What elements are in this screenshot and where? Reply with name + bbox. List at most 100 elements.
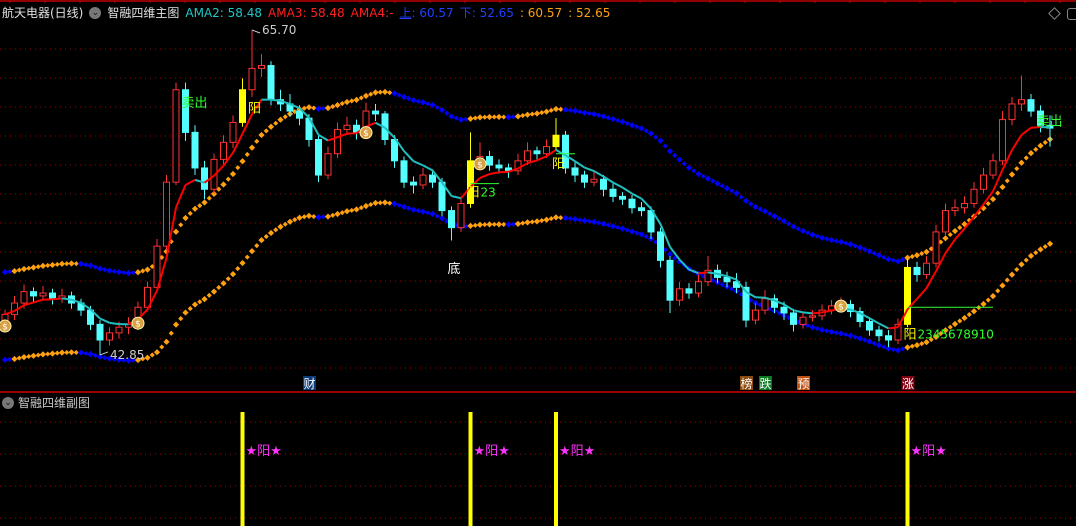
ama3-label: AMA3: <box>268 5 307 20</box>
candle-body <box>239 89 246 123</box>
ma-line-segment <box>241 113 253 135</box>
lower-band-dot <box>349 207 355 213</box>
ma-line-segment <box>944 238 956 254</box>
upper-band-dot <box>752 203 759 211</box>
candle-body <box>248 67 256 91</box>
upper-band-dot <box>776 215 782 222</box>
chevron-down-icon[interactable]: ⌄ <box>2 396 14 409</box>
lower-band-dot <box>719 282 725 288</box>
lower-band-dot <box>581 217 588 224</box>
panel-toggle-button[interactable] <box>1067 8 1076 20</box>
lower-band-dot <box>381 199 389 206</box>
upper-band-dot <box>495 113 503 121</box>
chevron-down-icon[interactable]: ⌄ <box>89 6 102 19</box>
candle-body <box>457 202 465 229</box>
lower-band-dot <box>520 220 526 226</box>
lower-band-dot <box>837 330 845 337</box>
upper-band-dot <box>951 227 959 235</box>
indicator-title[interactable]: 智融四维主图 <box>107 6 180 20</box>
ma-line-segment <box>707 271 718 275</box>
lower-band-dot <box>1004 277 1010 283</box>
ma-line-segment <box>517 162 528 170</box>
lower-band-dot <box>980 300 987 308</box>
upper-band-dot <box>757 206 763 212</box>
lower-band-dot <box>49 350 56 357</box>
lower-band-dot <box>628 228 636 235</box>
upper-band-dot <box>837 238 845 246</box>
upper-band-dot <box>643 128 649 134</box>
candle-body <box>856 311 864 323</box>
upper-band-dot <box>210 190 218 198</box>
upper-band-dot <box>529 111 535 117</box>
lower-band-dot <box>567 215 573 222</box>
candle-body <box>1037 110 1044 126</box>
sub-indicator-title[interactable]: 智融四维副图 <box>18 396 91 410</box>
upper-band-dot <box>681 161 687 167</box>
signal-count: 2345678910 <box>918 328 994 342</box>
candle-body <box>742 286 750 321</box>
upper-band-dot <box>596 112 602 118</box>
money-bag-icon <box>834 299 848 313</box>
lower-band-dot <box>153 349 161 356</box>
candle-body <box>571 167 579 176</box>
upper-band-dot <box>571 107 579 114</box>
ma-line-segment <box>156 257 168 291</box>
candle-body <box>590 178 598 183</box>
candle-body <box>125 323 132 328</box>
lower-band-dot <box>187 306 193 312</box>
upper-band-dot <box>92 264 98 270</box>
lower-band-dot <box>529 219 535 225</box>
candle-body <box>600 178 607 190</box>
lower-band-dot <box>814 325 820 332</box>
upper-band-dot <box>714 180 721 187</box>
upper-band-dot <box>472 115 478 121</box>
candle-body <box>932 231 940 264</box>
upper-band-dot <box>904 254 911 261</box>
ma-line-segment <box>963 216 975 230</box>
upper-band-dot <box>795 226 801 232</box>
ma-line-segment <box>527 159 538 165</box>
upper-band-dot <box>824 236 830 242</box>
ma-line-segment <box>403 150 415 162</box>
lower-band-dot <box>552 214 560 221</box>
candle-body <box>296 110 303 119</box>
upper-band-dot <box>486 113 493 121</box>
upper-band-dot <box>852 243 858 249</box>
upper-band-dot <box>35 264 41 270</box>
lower-band-dot <box>102 355 108 361</box>
lower-band-dot <box>311 213 317 220</box>
upper-band-dot <box>438 106 446 114</box>
event-tag-bg <box>797 376 810 390</box>
ma-line-segment <box>80 302 92 311</box>
upper-band-dot <box>83 262 89 268</box>
upper-band-dot <box>125 269 132 277</box>
lower-band-dot <box>172 321 180 328</box>
event-tag: 预 <box>797 377 809 391</box>
lower-band-dot <box>852 334 858 340</box>
ma-line-segment <box>793 309 804 314</box>
ma-line-segment <box>375 121 386 129</box>
upper-band-dot <box>339 100 345 107</box>
upper-band-dot <box>638 125 645 132</box>
upper-band-dot <box>140 268 146 274</box>
lower-band-dot <box>951 320 959 328</box>
candle-body <box>39 292 47 297</box>
ma-line-segment <box>584 166 595 172</box>
lower-band-dot <box>596 220 602 226</box>
lower-band-dot <box>904 344 911 351</box>
lower-band-dot <box>482 222 488 228</box>
ma-line-segment <box>631 192 642 200</box>
ma-line-segment <box>213 165 225 177</box>
candle-body <box>30 291 37 297</box>
ma-line-segment <box>982 190 994 205</box>
lower-band-dot <box>495 221 503 228</box>
upper-band-dot <box>533 110 541 117</box>
upper-band-dot <box>353 96 360 103</box>
lower-band-dot <box>875 341 883 349</box>
ama3-value: 58.48 <box>310 5 345 20</box>
upper-band-dot <box>799 227 807 235</box>
upper-band-dot <box>510 114 516 120</box>
upper-band-dot <box>391 90 398 97</box>
upper-band-dot <box>1042 139 1048 145</box>
